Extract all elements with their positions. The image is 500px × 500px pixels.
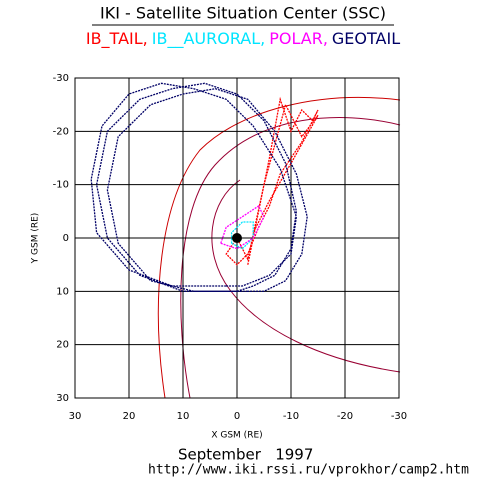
date: September 1997 bbox=[178, 446, 313, 464]
bow-shock bbox=[157, 97, 401, 399]
url: http://www.iki.rssi.ru/vprokhor/camp2.ht… bbox=[148, 463, 469, 478]
y-tick-label: -10 bbox=[53, 180, 69, 191]
orbit-line bbox=[230, 221, 254, 250]
plot-area bbox=[74, 77, 401, 399]
legend-entry: POLAR, bbox=[269, 29, 328, 48]
legend-entry: GEOTAIL bbox=[332, 29, 400, 48]
y-tick-label: 0 bbox=[63, 233, 69, 244]
earth bbox=[232, 233, 242, 243]
y-tick-label: -20 bbox=[53, 126, 69, 137]
y-tick-label: 30 bbox=[56, 393, 69, 404]
chart-title: IKI - Satellite Situation Center (SSC) bbox=[100, 4, 386, 23]
x-tick-label: 30 bbox=[69, 411, 82, 422]
y-tick-label: 20 bbox=[56, 340, 69, 351]
x-tick-label: 10 bbox=[177, 411, 190, 422]
orbit-line bbox=[220, 205, 265, 250]
x-tick-label: 0 bbox=[234, 411, 240, 422]
y-tick-label: -30 bbox=[53, 73, 69, 84]
x-tick-label: -30 bbox=[391, 411, 407, 422]
legend-entry: IB_TAIL, bbox=[86, 29, 148, 49]
magnetopause-south bbox=[211, 179, 401, 373]
magnetopause bbox=[180, 117, 401, 399]
orbit-line bbox=[225, 96, 319, 266]
legend: IB_TAIL, IB__AURORAL, POLAR, GEOTAIL bbox=[86, 29, 400, 49]
legend-entry: IB__AURORAL, bbox=[152, 29, 265, 49]
x-tick-label: -10 bbox=[283, 411, 299, 422]
x-tick-label: -20 bbox=[337, 411, 353, 422]
orbit-line bbox=[90, 82, 308, 292]
plot-frame bbox=[74, 77, 400, 399]
x-axis-label: X GSM (RE) bbox=[211, 431, 262, 441]
x-tick-label: 20 bbox=[123, 411, 136, 422]
y-axis-label: Y GSM (RE) bbox=[31, 213, 41, 265]
y-tick-label: 10 bbox=[56, 286, 69, 297]
